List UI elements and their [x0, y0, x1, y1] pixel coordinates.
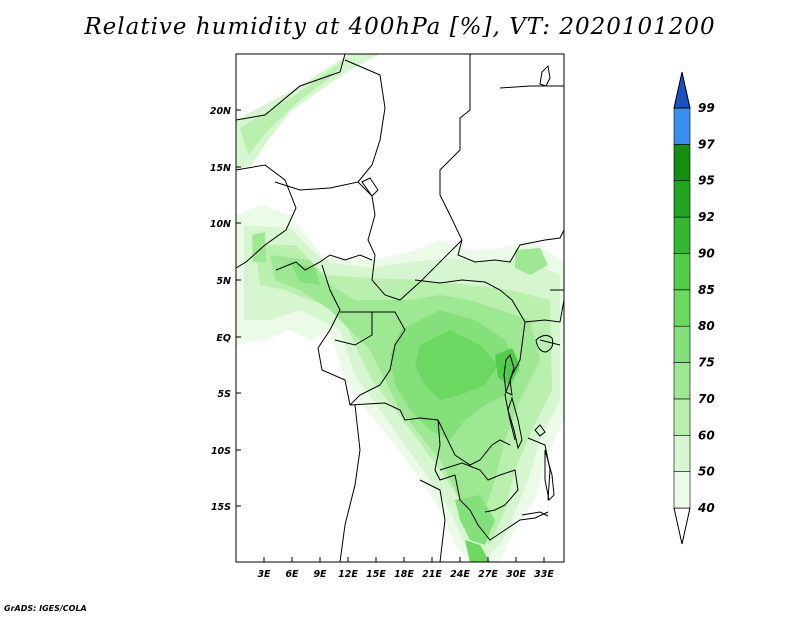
- colorbar-label: 75: [698, 356, 715, 370]
- map-frame: [235, 53, 565, 563]
- colorbar-under-triangle: [673, 507, 691, 545]
- lat-tick-label: 20N: [210, 106, 231, 117]
- lat-tick-label: 10S: [211, 446, 231, 457]
- lat-tick-label: EQ: [216, 333, 231, 344]
- colorbar-label: 85: [698, 283, 715, 297]
- colorbar-swatch: [673, 289, 691, 327]
- colorbar-swatch: [673, 216, 691, 254]
- lat-axis: 20N 15N 10N 5N EQ 5S 10S 15S: [210, 106, 241, 513]
- colorbar-label: 99: [698, 101, 715, 115]
- lat-tick-label: 5N: [216, 276, 231, 287]
- colorbar-label: 80: [698, 319, 715, 333]
- colorbar-swatch: [673, 107, 691, 145]
- lakes-and-coasts: [361, 64, 555, 517]
- lon-tick-label: 15E: [366, 569, 386, 580]
- lon-tick-label: 12E: [338, 569, 358, 580]
- colorbar-swatch: [673, 362, 691, 400]
- humidity-field: [236, 54, 564, 562]
- colorbar-label: 60: [698, 428, 715, 442]
- colorbar-label: 40: [697, 501, 715, 515]
- lon-tick-label: 27E: [478, 569, 498, 580]
- colorbar-swatch: [673, 144, 691, 182]
- lon-tick-label: 21E: [422, 569, 442, 580]
- colorbar-swatch: [673, 253, 691, 291]
- lat-tick-label: 10N: [210, 219, 231, 230]
- colorbar-swatch: [673, 325, 691, 363]
- colorbar-label: 92: [698, 210, 715, 224]
- lon-tick-label: 3E: [257, 569, 271, 580]
- colorbar-label: 90: [698, 246, 715, 260]
- colorbar-swatch: [673, 180, 691, 218]
- lon-tick-label: 9E: [313, 569, 327, 580]
- colorbar-label: 70: [698, 392, 715, 406]
- colorbar-label: 95: [698, 174, 715, 188]
- lat-tick-label: 15S: [211, 502, 231, 513]
- lon-tick-label: 24E: [450, 569, 470, 580]
- lon-tick-label: 33E: [534, 569, 554, 580]
- colorbar-swatch: [673, 398, 691, 436]
- lon-tick-label: 18E: [394, 569, 414, 580]
- colorbar-label: 50: [698, 465, 715, 479]
- colorbar-swatch: [673, 471, 691, 509]
- lat-tick-label: 5S: [218, 389, 232, 400]
- lon-tick-label: 6E: [285, 569, 299, 580]
- colorbar-label: 97: [698, 137, 715, 151]
- colorbar-swatch: [673, 434, 691, 472]
- lon-axis: 3E 6E 9E 12E 15E 18E 21E 24E 27E 30E 33E: [257, 557, 554, 580]
- colorbar-over-triangle: [673, 71, 691, 109]
- country-borders: [236, 54, 564, 562]
- colorbar: 40 50 60 70 75 80 85 90 92 95 97 99: [673, 71, 715, 545]
- grads-credit: GrADS: IGES/COLA: [4, 604, 87, 613]
- lon-tick-label: 30E: [506, 569, 526, 580]
- map-title: Relative humidity at 400hPa [%], VT: 202…: [84, 14, 716, 40]
- lat-tick-label: 15N: [210, 163, 231, 174]
